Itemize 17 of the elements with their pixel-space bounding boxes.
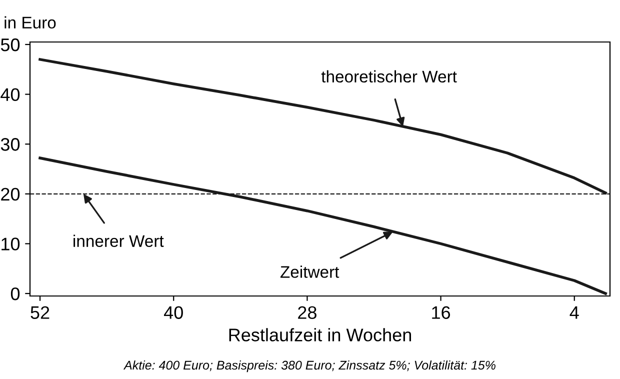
- y-tick-label: 40: [0, 88, 20, 102]
- y-axis-title: in Euro: [4, 16, 56, 29]
- x-tick-label: 52: [30, 306, 50, 319]
- x-tick-label: 28: [298, 306, 316, 319]
- y-tick-label: 20: [1, 188, 20, 201]
- x-tick-label: 16: [432, 306, 450, 319]
- x-tick-label: 40: [164, 306, 183, 319]
- y-tick-label: 50: [0, 38, 20, 52]
- y-tick-label: 10: [2, 238, 20, 250]
- y-tick-label: 30: [0, 138, 20, 151]
- x-axis-title: Restlaufzeit in Wochen: [229, 328, 411, 342]
- annotation: theoretischer Wert: [321, 70, 457, 83]
- annotation: Zeitwert: [280, 266, 340, 278]
- x-tick-label: 4: [570, 306, 579, 319]
- y-tick-label: 0: [10, 287, 20, 300]
- annotation: innerer Wert: [74, 234, 164, 247]
- text: Aktie: 400 Euro; Basispreis: 380 Euro; Zinssatz 5%; Volatilität: 15%: [123, 360, 496, 372]
